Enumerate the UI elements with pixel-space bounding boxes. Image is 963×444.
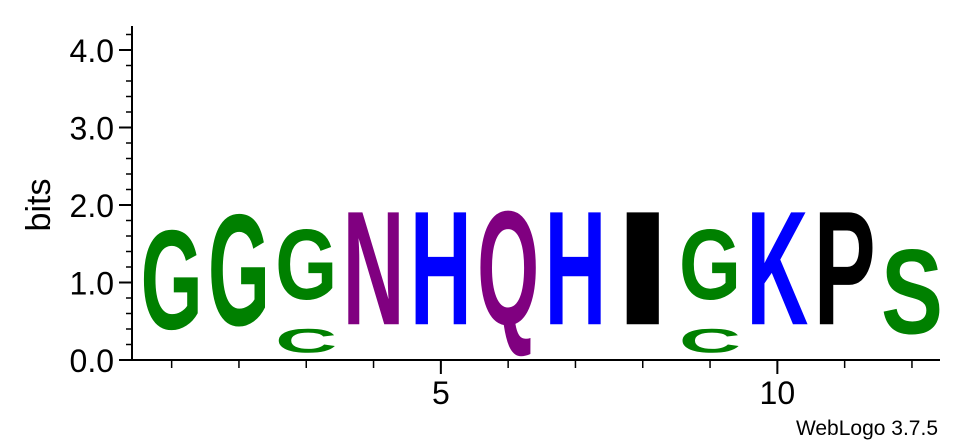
logo-letter-p: P: [814, 178, 876, 360]
y-axis-label: bits: [20, 179, 58, 232]
x-tick-label: 5: [432, 375, 450, 411]
logo-letter-q: Q: [477, 178, 539, 360]
weblogo-version-label: WebLogo 3.7.5: [796, 417, 938, 440]
logo-letter-g: G: [679, 209, 741, 321]
logo-letter-g: G: [141, 202, 203, 360]
logo-letter-h: H: [544, 177, 606, 360]
logo-letter-c: C: [679, 321, 741, 360]
y-tick-label: 2.0: [70, 188, 114, 224]
logo-letter-i: I: [612, 178, 674, 360]
y-tick-label: 1.0: [70, 266, 114, 302]
logo-letter-g: G: [208, 181, 270, 359]
logo-letter-n: N: [343, 177, 405, 360]
y-tick-label: 4.0: [70, 33, 114, 69]
logo-letter-h: H: [410, 177, 472, 360]
logo-letter-c: C: [275, 321, 337, 360]
logo-letter-g: G: [275, 209, 337, 321]
logo-letter-k: K: [746, 177, 808, 360]
logo-letter-s: S: [881, 223, 943, 359]
x-tick-label: 10: [760, 375, 796, 411]
y-tick-label: 0.0: [70, 343, 114, 379]
y-tick-label: 3.0: [70, 111, 114, 147]
letter-stacks: G G CG N H Q H I CG K P S: [141, 177, 943, 360]
